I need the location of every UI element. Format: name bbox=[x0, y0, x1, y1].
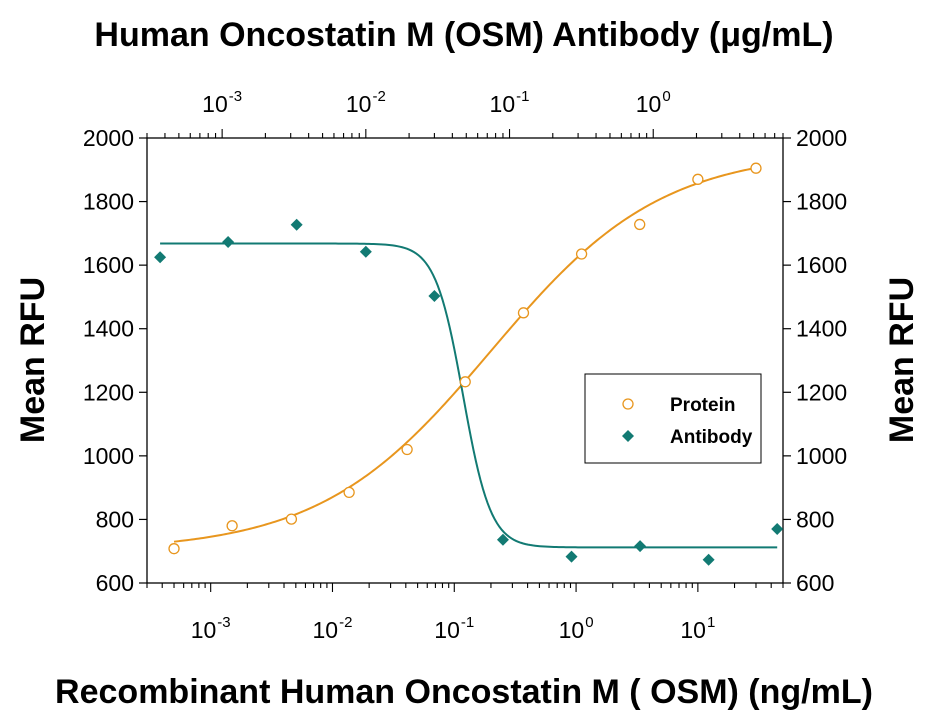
y-tick-label-right: 1000 bbox=[796, 443, 847, 469]
x-bottom-tick-label: 10-3 bbox=[191, 614, 231, 643]
data-point-protein bbox=[750, 162, 762, 174]
chart-title: Human Oncostatin M (OSM) Antibody (μg/mL… bbox=[94, 16, 833, 54]
y-axis-title-right: Mean RFU bbox=[883, 277, 921, 443]
y-tick-label-right: 2000 bbox=[796, 125, 847, 151]
x-top-tick-label: 100 bbox=[636, 88, 671, 117]
y-axis-title-left: Mean RFU bbox=[14, 277, 52, 443]
y-tick-label-right: 1600 bbox=[796, 252, 847, 278]
x-top-tick-label: 10-3 bbox=[202, 88, 242, 117]
data-points bbox=[154, 162, 784, 566]
x-bottom-tick-label: 101 bbox=[680, 614, 715, 643]
y-tick-label-left: 1800 bbox=[83, 189, 134, 215]
data-point-antibody bbox=[634, 540, 647, 553]
legend-protein-label: Protein bbox=[670, 395, 735, 416]
legend-protein-marker bbox=[622, 398, 634, 410]
x-bottom-tick-label: 10-2 bbox=[313, 614, 353, 643]
y-tick-label-left: 1200 bbox=[83, 379, 134, 405]
data-point-antibody bbox=[496, 533, 509, 546]
y-tick-label-left: 1000 bbox=[83, 443, 134, 469]
data-point-protein bbox=[343, 486, 355, 499]
legend-antibody-label: Antibody bbox=[670, 427, 753, 448]
data-point-antibody bbox=[154, 251, 167, 264]
data-point-antibody bbox=[359, 245, 372, 258]
data-point-antibody bbox=[290, 218, 303, 231]
y-tick-label-right: 600 bbox=[796, 570, 834, 596]
data-point-protein bbox=[168, 543, 180, 555]
legend-antibody-marker bbox=[622, 430, 634, 442]
y-tick-label-left: 1600 bbox=[83, 252, 134, 278]
y-tick-label-left: 2000 bbox=[83, 125, 134, 151]
right-y-axis: 600 800 1000 1200 1400 1600 1800 2000 bbox=[783, 125, 847, 596]
x-bottom-tick-label: 10-1 bbox=[434, 614, 474, 643]
plot-frame bbox=[146, 137, 784, 584]
fit-curves bbox=[160, 166, 778, 549]
x-bottom-tick-label: 100 bbox=[559, 614, 594, 643]
x-top-tick-label: 10-1 bbox=[490, 88, 530, 117]
fit-curve-protein bbox=[173, 166, 757, 543]
fit-curve-antibody bbox=[160, 242, 778, 549]
data-point-protein bbox=[692, 173, 704, 185]
x-top-tick-label: 10-2 bbox=[346, 88, 386, 117]
data-point-protein bbox=[401, 443, 413, 456]
legend-box bbox=[584, 373, 762, 464]
y-tick-label-right: 1200 bbox=[796, 379, 847, 405]
data-point-antibody bbox=[428, 289, 441, 302]
x-axis-title: Recombinant Human Oncostatin M ( OSM) (n… bbox=[55, 673, 873, 711]
y-tick-label-left: 1400 bbox=[83, 316, 134, 342]
data-point-protein bbox=[634, 218, 646, 231]
data-point-antibody bbox=[771, 522, 784, 535]
left-y-axis: 600 800 1000 1200 1400 1600 1800 2000 bbox=[83, 125, 147, 596]
data-point-protein bbox=[517, 307, 530, 319]
bottom-x-axis: 10-3 10-2 10-1 100 101 bbox=[146, 583, 784, 643]
y-tick-label-right: 1800 bbox=[796, 189, 847, 215]
y-tick-label-right: 800 bbox=[796, 506, 834, 532]
data-point-antibody bbox=[702, 553, 715, 566]
data-point-antibody bbox=[222, 235, 235, 248]
data-point-protein bbox=[459, 376, 471, 388]
y-tick-label-left: 800 bbox=[96, 506, 134, 532]
top-x-axis: 10-3 10-2 10-1 100 bbox=[146, 88, 784, 138]
data-point-protein bbox=[575, 248, 588, 260]
y-tick-label-right: 1400 bbox=[796, 316, 847, 342]
y-tick-label-left: 600 bbox=[96, 570, 134, 596]
data-point-antibody bbox=[565, 550, 578, 563]
data-point-protein bbox=[285, 513, 298, 525]
legend: Protein Antibody bbox=[584, 373, 762, 464]
data-point-protein bbox=[226, 520, 238, 532]
